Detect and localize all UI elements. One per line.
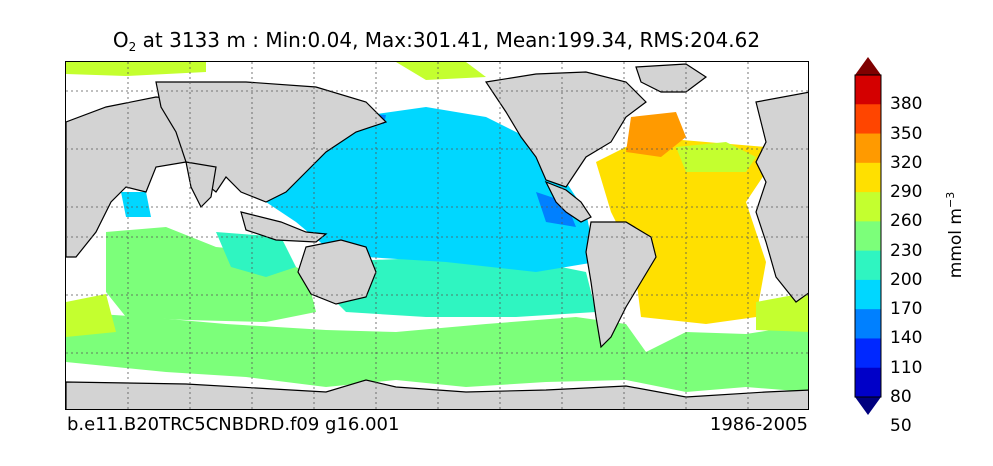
australia-landmass (297, 239, 377, 305)
colorbar-tick-label: 140 (890, 328, 923, 349)
units-exponent: −3 (944, 191, 958, 208)
colorbar-band (855, 104, 881, 135)
colorbar-max-arrow (855, 57, 881, 75)
case-name-label: b.e11.B20TRC5CNBDRD.f09 g16.001 (67, 414, 400, 435)
colorbar-band (855, 162, 881, 193)
colorbar-band (855, 133, 881, 164)
colorbar-tick-label: 200 (890, 269, 923, 290)
north-america-landmass (484, 71, 647, 188)
colorbar-tick-label: 80 (890, 387, 912, 407)
colorbar-bands (855, 75, 881, 398)
arabian-sea-cyan (121, 192, 151, 217)
colorbar-tick-label: 110 (890, 357, 923, 378)
title-variable: O (112, 28, 129, 52)
north-atlantic-orange (626, 112, 686, 157)
east-pacific-blue (536, 192, 576, 227)
ocean-map (65, 61, 809, 410)
indian-ocean-field (106, 227, 316, 322)
land-masses (66, 63, 808, 409)
map-title: O2 at 3133 m : Min:0.04, Max:301.41, Mea… (0, 28, 873, 54)
central-america-landmass (544, 180, 592, 223)
colorbar-tick-label: 380 (890, 94, 923, 115)
colorbar-band (855, 75, 881, 105)
colorbar-tick-label: 320 (890, 152, 923, 173)
colorbar-band (855, 279, 881, 310)
colorbar-band (855, 309, 881, 339)
colorbar-tick-label: 260 (890, 211, 923, 232)
title-subscript: 2 (128, 40, 137, 54)
atlantic-green-strip (676, 142, 756, 172)
west-indian-lime (66, 294, 116, 337)
graticule (66, 62, 808, 409)
units-main: mmol m (945, 208, 966, 279)
colorbar-tick-label: 350 (890, 123, 923, 144)
colorbar (854, 57, 882, 415)
colorbar-frame (854, 74, 882, 398)
colorbar-tick-label: 230 (890, 240, 923, 261)
indonesia-landmass (240, 211, 328, 243)
colorbar-band (855, 221, 881, 252)
north-pacific-field (266, 107, 596, 272)
period-label: 1986-2005 (709, 414, 808, 435)
southern-ocean-field (66, 312, 808, 392)
south-america-landmass (585, 221, 657, 349)
colorbar-tick-label: 50 (890, 416, 912, 437)
indian-ocean-teal (216, 232, 296, 277)
colorbar-tick-label: 290 (890, 182, 923, 203)
colorbar-band (855, 250, 881, 281)
colorbar-tick-label: 170 (890, 299, 923, 320)
africa-east-landmass (755, 91, 808, 303)
south-atlantic-lime (756, 292, 808, 332)
colorbar-band (855, 192, 881, 222)
colorbar-min-arrow (855, 397, 881, 415)
colorbar-band (855, 338, 881, 369)
antarctica-landmass (66, 379, 808, 409)
colorbar-units-label: mmol m−3 (944, 192, 966, 278)
arctic-green (66, 62, 206, 76)
south-pacific-field (326, 257, 596, 317)
title-stats: at 3133 m : Min:0.04, Max:301.41, Mean:1… (136, 28, 761, 52)
arctic-green-2 (396, 62, 486, 80)
colorbar-band (855, 367, 881, 398)
map-svg (66, 62, 808, 409)
